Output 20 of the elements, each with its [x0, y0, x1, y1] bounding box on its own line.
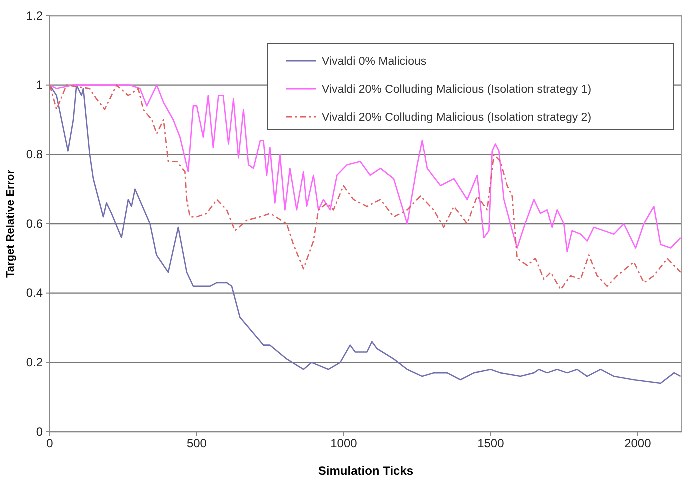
- x-tick-label: 0: [46, 436, 54, 451]
- line-series: [49, 84, 682, 252]
- x-axis-title: Simulation Ticks: [318, 464, 414, 478]
- y-tick-label: 1: [36, 78, 44, 92]
- legend-label: Vivaldi 0% Malicious: [322, 56, 427, 68]
- line-series: [49, 84, 682, 291]
- legend-label: Vivaldi 20% Colluding Malicious (Isolation strategy 2): [322, 112, 592, 124]
- y-tick-label: 0.4: [26, 286, 44, 300]
- y-axis-title: Target Relative Error: [5, 169, 17, 278]
- y-tick-label: 0.8: [26, 148, 44, 162]
- x-tick-label: 1000: [330, 436, 358, 451]
- line-series: [49, 84, 682, 384]
- y-tick-label: 0: [36, 424, 44, 439]
- x-tick-label: 2000: [624, 436, 652, 451]
- y-tick-label: 1.2: [26, 8, 44, 23]
- x-tick-label: 500: [186, 436, 208, 451]
- x-tick-label: 1500: [478, 436, 505, 451]
- y-tick-label: 0.2: [26, 356, 44, 370]
- legend-label: Vivaldi 20% Colluding Malicious (Isolation strategy 1): [322, 84, 592, 96]
- y-tick-label: 0.6: [26, 216, 44, 231]
